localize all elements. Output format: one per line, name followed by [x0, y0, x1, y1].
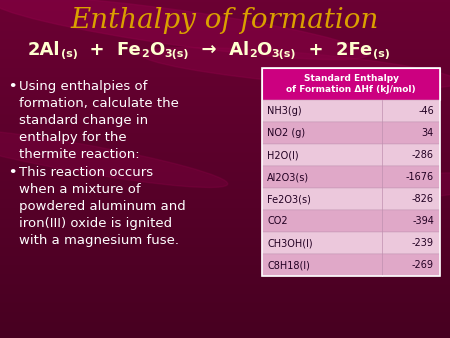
Text: O: O: [256, 41, 272, 59]
Text: (s): (s): [60, 49, 77, 59]
Ellipse shape: [300, 173, 450, 203]
Text: NH3(g): NH3(g): [267, 106, 302, 116]
Text: Al2O3(s): Al2O3(s): [267, 172, 309, 182]
Text: 2: 2: [249, 49, 256, 59]
Ellipse shape: [0, 128, 228, 188]
Text: CO2: CO2: [267, 216, 288, 226]
Text: +  2Fe: + 2Fe: [296, 41, 373, 59]
Text: 2: 2: [141, 49, 149, 59]
Text: -394: -394: [412, 216, 434, 226]
Text: H2O(l): H2O(l): [267, 150, 299, 160]
Text: 34: 34: [422, 128, 434, 138]
Text: •: •: [8, 80, 16, 93]
Text: -239: -239: [412, 238, 434, 248]
Text: powdered aluminum and: powdered aluminum and: [19, 200, 186, 213]
Text: with a magnesium fuse.: with a magnesium fuse.: [19, 234, 179, 247]
FancyBboxPatch shape: [262, 232, 440, 254]
Text: C8H18(l): C8H18(l): [267, 260, 310, 270]
FancyBboxPatch shape: [262, 166, 440, 188]
Text: standard change in: standard change in: [19, 114, 148, 127]
Text: Fe2O3(s): Fe2O3(s): [267, 194, 311, 204]
Ellipse shape: [140, 48, 450, 89]
Text: -826: -826: [412, 194, 434, 204]
FancyBboxPatch shape: [262, 144, 440, 166]
Text: (s): (s): [373, 49, 389, 59]
Text: This reaction occurs: This reaction occurs: [19, 166, 153, 179]
Text: -1676: -1676: [406, 172, 434, 182]
Text: iron(III) oxide is ignited: iron(III) oxide is ignited: [19, 217, 172, 230]
Text: NO2 (g): NO2 (g): [267, 128, 305, 138]
Text: -286: -286: [412, 150, 434, 160]
Text: when a mixture of: when a mixture of: [19, 183, 140, 196]
Text: CH3OH(l): CH3OH(l): [267, 238, 313, 248]
Text: 3(s): 3(s): [164, 49, 189, 59]
FancyBboxPatch shape: [262, 254, 440, 276]
Text: →  Al: → Al: [189, 41, 249, 59]
Text: -46: -46: [418, 106, 434, 116]
Ellipse shape: [0, 0, 368, 59]
FancyBboxPatch shape: [262, 100, 440, 122]
FancyBboxPatch shape: [262, 188, 440, 210]
Text: 2Al: 2Al: [28, 41, 60, 59]
Text: Using enthalpies of: Using enthalpies of: [19, 80, 148, 93]
FancyBboxPatch shape: [262, 68, 440, 100]
Text: -269: -269: [412, 260, 434, 270]
Text: Standard Enthalpy
of Formation ΔHf (kJ/mol): Standard Enthalpy of Formation ΔHf (kJ/m…: [286, 74, 416, 94]
Text: +  Fe: + Fe: [77, 41, 141, 59]
Text: formation, calculate the: formation, calculate the: [19, 97, 179, 110]
Text: enthalpy for the: enthalpy for the: [19, 131, 126, 144]
Text: •: •: [8, 166, 16, 179]
FancyBboxPatch shape: [262, 122, 440, 144]
Text: O: O: [149, 41, 164, 59]
FancyBboxPatch shape: [262, 210, 440, 232]
Text: 3(s): 3(s): [272, 49, 296, 59]
Text: thermite reaction:: thermite reaction:: [19, 148, 140, 161]
Text: Enthalpy of formation: Enthalpy of formation: [71, 6, 379, 33]
